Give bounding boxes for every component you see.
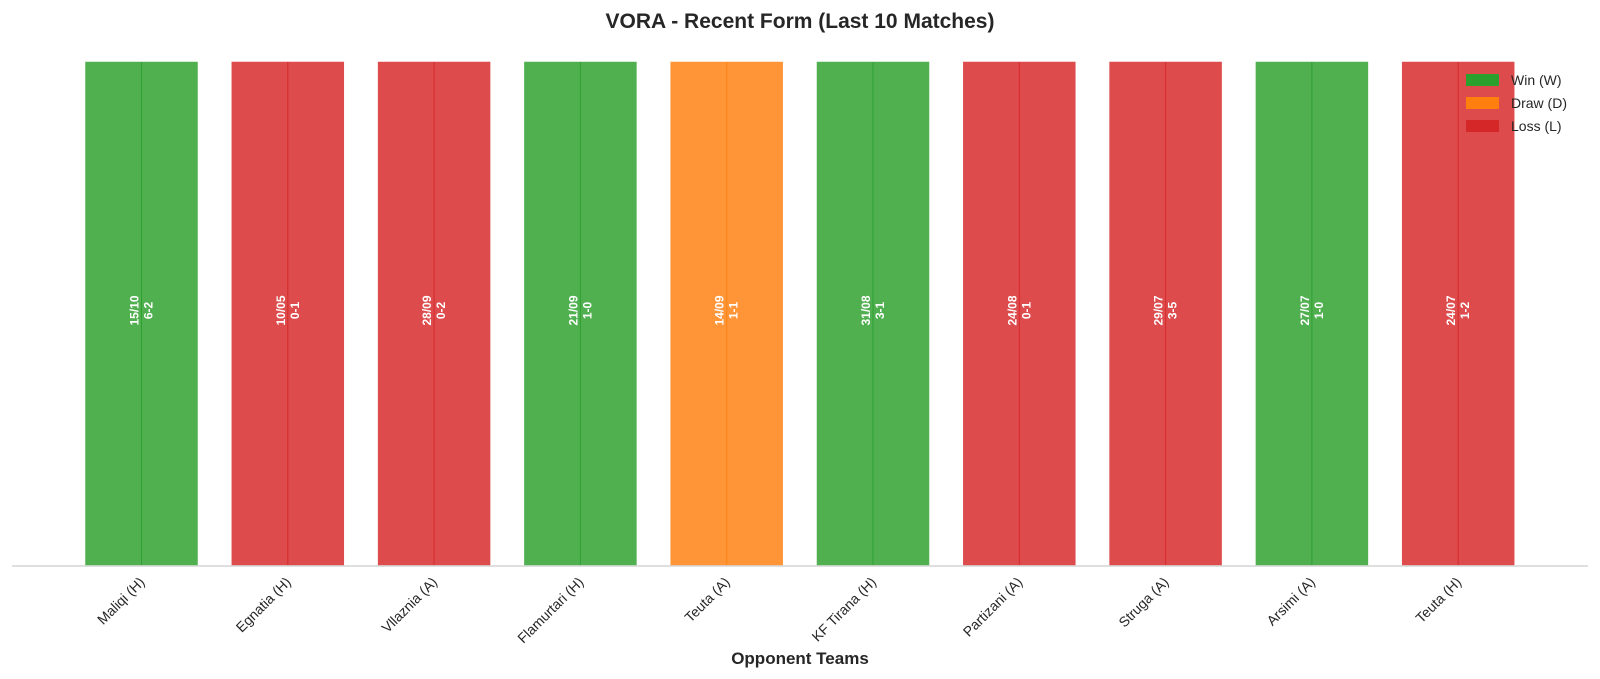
bar-label-8: 29/073-5 [1152, 295, 1180, 325]
bar-score-label: 1-0 [1312, 302, 1326, 320]
legend-swatch-l [1466, 120, 1499, 132]
bar-date-label: 27/07 [1298, 295, 1312, 325]
bar-date-label: 14/09 [713, 295, 727, 325]
bar-score-label: 0-1 [288, 302, 302, 320]
legend-label-w: Win (W) [1511, 72, 1562, 88]
legend-label-d: Draw (D) [1511, 95, 1567, 111]
chart-title: VORA - Recent Form (Last 10 Matches) [606, 10, 995, 33]
bar-label-9: 27/071-0 [1298, 295, 1326, 325]
bar-score-label: 1-2 [1458, 302, 1472, 320]
legend-swatch-w [1466, 74, 1499, 86]
bar-label-10: 24/071-2 [1444, 295, 1472, 325]
x-tick-label: Egnatia (H) [233, 574, 294, 635]
legend-label-l: Loss (L) [1511, 118, 1562, 134]
bar-date-label: 29/07 [1152, 295, 1166, 325]
bar-score-label: 1-0 [580, 302, 594, 320]
bar-label-6: 31/083-1 [859, 295, 887, 325]
x-tick-label: Flamurtari (H) [514, 574, 586, 646]
bar-label-5: 14/091-1 [713, 295, 741, 325]
bar-date-label: 24/08 [1005, 295, 1019, 325]
x-tick-label: Vllaznia (A) [378, 574, 440, 636]
bar-label-1: 15/106-2 [128, 295, 156, 325]
bar-date-label: 31/08 [859, 295, 873, 325]
bar-date-label: 15/10 [128, 295, 142, 325]
bar-date-label: 10/05 [274, 295, 288, 325]
x-tick-label: KF Tirana (H) [808, 574, 879, 645]
bars-layer: 15/106-2 10/050-1 28/090-2 21/091-0 14/091-1… [83, 60, 1516, 567]
x-tick-label: Struga (A) [1115, 574, 1171, 630]
bar-label-2: 10/050-1 [274, 295, 302, 325]
bar-label-7: 24/080-1 [1005, 295, 1033, 325]
legend: Win (W) Draw (D) Loss (L) [1466, 72, 1567, 134]
x-tick-label: Maliqi (H) [94, 574, 148, 628]
bar-score-label: 3-5 [1166, 302, 1180, 320]
bar-date-label: 21/09 [566, 295, 580, 325]
bar-score-label: 0-2 [434, 302, 448, 320]
bar-label-4: 21/091-0 [566, 295, 594, 325]
x-tick-label: Teuta (A) [681, 574, 732, 625]
bar-score-label: 6-2 [142, 302, 156, 320]
x-tick-label: Arsimi (A) [1263, 574, 1318, 629]
bar-score-label: 0-1 [1019, 302, 1033, 320]
bar-label-3: 28/090-2 [420, 295, 448, 325]
x-tick-label: Partizani (A) [960, 574, 1026, 640]
bar-date-label: 28/09 [420, 295, 434, 325]
x-tick-labels: Maliqi (H) Egnatia (H) Vllaznia (A) Flamurt… [94, 574, 1464, 646]
bar-date-label: 24/07 [1444, 295, 1458, 325]
legend-swatch-d [1466, 97, 1499, 109]
bar-score-label: 1-1 [727, 302, 741, 320]
x-axis-label: Opponent Teams [731, 649, 869, 668]
x-tick-label: Teuta (H) [1412, 574, 1464, 626]
bar-score-label: 3-1 [873, 302, 887, 320]
